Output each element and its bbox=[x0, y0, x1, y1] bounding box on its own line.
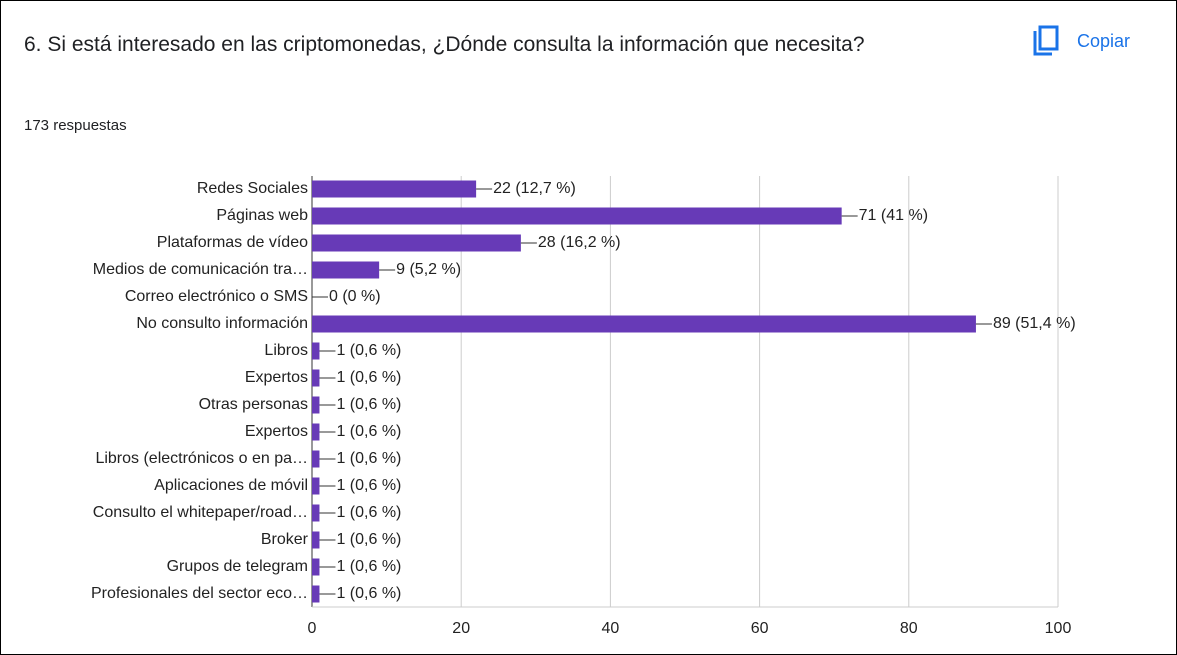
x-tick-label: 100 bbox=[1045, 620, 1072, 637]
y-tick-label: Expertos bbox=[245, 423, 308, 440]
data-label: 89 (51,4 %) bbox=[993, 315, 1076, 332]
y-tick-label: No consulto información bbox=[136, 315, 308, 332]
y-tick-label: Broker bbox=[261, 531, 309, 548]
copy-button[interactable]: Copiar bbox=[1031, 25, 1130, 57]
bar bbox=[312, 477, 320, 495]
y-tick-label: Libros (electrónicos o en pa… bbox=[95, 450, 308, 467]
bar bbox=[312, 315, 976, 333]
bar bbox=[312, 585, 320, 603]
data-label: 1 (0,6 %) bbox=[336, 558, 401, 575]
question-title: 6. Si está interesado en las criptomoned… bbox=[24, 33, 865, 56]
y-tick-label: Libros bbox=[264, 342, 308, 359]
y-tick-label: Consulto el whitepaper/road… bbox=[93, 504, 308, 521]
data-label: 1 (0,6 %) bbox=[336, 423, 401, 440]
bar bbox=[312, 396, 320, 414]
bar bbox=[312, 504, 320, 522]
y-tick-label: Aplicaciones de móvil bbox=[154, 477, 308, 494]
data-label: 9 (5,2 %) bbox=[396, 261, 461, 278]
y-tick-label: Otras personas bbox=[199, 396, 308, 413]
bar bbox=[312, 369, 320, 387]
data-label: 1 (0,6 %) bbox=[336, 396, 401, 413]
bar bbox=[312, 207, 842, 225]
data-label: 1 (0,6 %) bbox=[336, 450, 401, 467]
y-tick-label: Correo electrónico o SMS bbox=[125, 288, 308, 305]
data-label: 28 (16,2 %) bbox=[538, 234, 621, 251]
copy-label: Copiar bbox=[1077, 30, 1131, 51]
data-label: 1 (0,6 %) bbox=[336, 531, 401, 548]
data-label: 1 (0,6 %) bbox=[336, 585, 401, 602]
data-label: 1 (0,6 %) bbox=[336, 369, 401, 386]
bar bbox=[312, 450, 320, 468]
bar bbox=[312, 531, 320, 549]
y-tick-label: Páginas web bbox=[216, 207, 308, 224]
y-tick-label: Redes Sociales bbox=[197, 180, 308, 197]
bar bbox=[312, 180, 477, 198]
y-tick-label: Grupos de telegram bbox=[167, 558, 308, 575]
data-label: 71 (41 %) bbox=[859, 207, 928, 224]
bar bbox=[312, 423, 320, 441]
copy-icon bbox=[1033, 25, 1059, 56]
data-label: 22 (12,7 %) bbox=[493, 180, 576, 197]
x-tick-label: 0 bbox=[308, 620, 317, 637]
bar bbox=[312, 261, 380, 279]
y-tick-label: Medios de comunicación tra… bbox=[93, 261, 308, 278]
bar bbox=[312, 558, 320, 576]
data-label: 1 (0,6 %) bbox=[336, 342, 401, 359]
data-label: 0 (0 %) bbox=[329, 288, 381, 305]
x-tick-label: 80 bbox=[900, 620, 918, 637]
y-tick-label: Expertos bbox=[245, 369, 308, 386]
y-tick-label: Profesionales del sector eco… bbox=[91, 585, 308, 602]
response-count: 173 respuestas bbox=[24, 117, 127, 134]
y-tick-label: Plataformas de vídeo bbox=[157, 234, 308, 251]
data-label: 1 (0,6 %) bbox=[336, 477, 401, 494]
x-tick-label: 40 bbox=[602, 620, 620, 637]
data-label: 1 (0,6 %) bbox=[336, 504, 401, 521]
x-tick-label: 20 bbox=[452, 620, 470, 637]
bar bbox=[312, 342, 320, 360]
x-tick-label: 60 bbox=[751, 620, 769, 637]
bar bbox=[312, 234, 521, 252]
